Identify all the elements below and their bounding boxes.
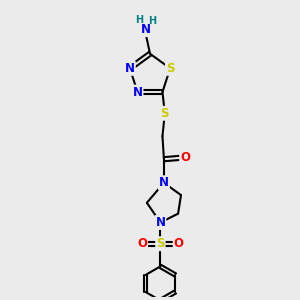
Text: H: H — [135, 15, 143, 25]
Text: O: O — [174, 237, 184, 250]
Text: N: N — [159, 176, 169, 189]
Text: O: O — [137, 237, 147, 250]
Text: S: S — [156, 237, 165, 250]
Text: N: N — [125, 62, 135, 75]
Text: H: H — [148, 16, 156, 26]
Text: N: N — [155, 216, 165, 229]
Text: N: N — [141, 23, 151, 36]
Text: O: O — [180, 151, 190, 164]
Text: N: N — [133, 85, 142, 99]
Text: S: S — [160, 107, 169, 120]
Text: S: S — [166, 62, 174, 75]
